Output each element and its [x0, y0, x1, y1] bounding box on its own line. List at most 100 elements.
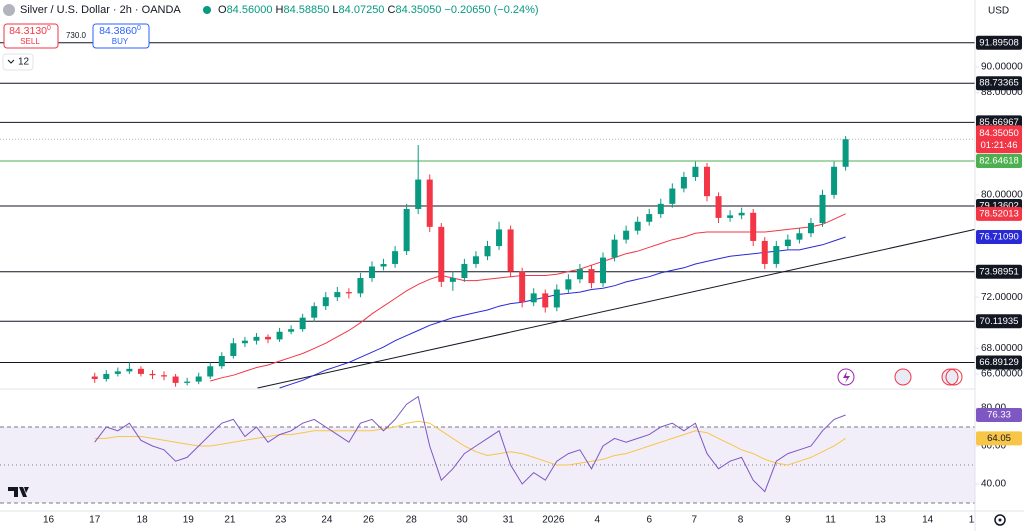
- candle-body: [126, 368, 133, 372]
- candle-body: [715, 196, 722, 218]
- ma-label: 76.71090: [979, 231, 1019, 242]
- tv-logo: [8, 487, 29, 497]
- buy-button[interactable]: 84.38600 BUY: [92, 23, 150, 49]
- candle-body: [703, 166, 710, 197]
- x-tick-label: 18: [137, 515, 149, 526]
- candle-body: [680, 176, 687, 189]
- indicator-line: [94, 395, 846, 493]
- y-tick-label: 66.00000: [981, 369, 1023, 380]
- candle-body: [253, 336, 260, 341]
- candle-body: [634, 221, 641, 231]
- indicator-value: 64.05: [987, 433, 1011, 444]
- candle-body: [461, 263, 468, 279]
- candle-body: [137, 368, 144, 374]
- x-tick-label: 23: [275, 515, 287, 526]
- sell-button[interactable]: 84.31300 SELL: [3, 23, 59, 49]
- level-label: 79.13602: [979, 200, 1019, 211]
- candle-body: [646, 214, 653, 222]
- x-tick-label: 6: [646, 515, 652, 526]
- axes: 66.00000 68.00000 72.00000 80.00000 88.00000…: [43, 35, 1023, 526]
- x-tick-label: 7: [692, 515, 698, 526]
- currency[interactable]: USD: [988, 6, 1009, 17]
- ma-label-box: [976, 229, 1022, 244]
- y-tick-label: 90.00000: [981, 62, 1023, 73]
- level-label: 88.73365: [979, 78, 1019, 89]
- candle-body: [484, 246, 491, 257]
- level-label-box: [976, 355, 1022, 370]
- x-tick-label: 31: [503, 515, 515, 526]
- indicators-toggle[interactable]: 12: [2, 53, 34, 71]
- settings[interactable]: [994, 514, 1006, 526]
- candle-body: [796, 233, 803, 240]
- x-tick-label: 30: [457, 515, 469, 526]
- symbol-icon: [3, 4, 15, 16]
- candle-body: [600, 257, 607, 284]
- x-tick-label: 28: [406, 515, 418, 526]
- level-label: 85.66967: [979, 117, 1019, 128]
- candle-body: [380, 263, 387, 267]
- candle-body: [449, 278, 456, 282]
- candle-body: [218, 356, 225, 367]
- x-tick-label: 8: [738, 515, 744, 526]
- candle-body: [357, 278, 364, 294]
- candle-body: [761, 240, 768, 264]
- indicator-value-box: [976, 431, 1022, 446]
- trend-line: [257, 228, 976, 389]
- candle-body: [611, 239, 618, 258]
- y-tick-label: 68.00000: [981, 343, 1023, 354]
- sell-price: 84.31300: [9, 25, 51, 37]
- candle-body: [426, 179, 433, 227]
- candle-body: [530, 293, 537, 303]
- moving-average: [279, 236, 846, 389]
- x-tick-label: 16: [43, 515, 55, 526]
- candle-body: [161, 375, 168, 377]
- last-price-box: [976, 125, 1022, 154]
- countdown: 01:21:46: [981, 140, 1018, 151]
- candle-body: [519, 271, 526, 303]
- candle-body: [784, 239, 791, 247]
- candle-body: [842, 139, 849, 167]
- x-tick-label: 11: [825, 515, 836, 526]
- candle-body: [507, 229, 514, 272]
- candle-body: [149, 373, 156, 376]
- x-tick-label: 4: [594, 515, 600, 526]
- candle-body: [184, 381, 191, 383]
- level-label-box: [976, 264, 1022, 279]
- candle-body: [311, 306, 318, 318]
- level-label-box: [976, 154, 1022, 169]
- candle-body: [403, 208, 410, 252]
- x-tick-label: 21: [224, 515, 236, 526]
- buy-label: BUY: [112, 37, 129, 46]
- candle-body: [831, 166, 838, 195]
- ohlc: O84.56000 H84.58850 L84.07250 C84.35050 …: [218, 4, 539, 16]
- header: Silver / U.S. Dollar · 2h · OANDA O84.56…: [2, 4, 1009, 71]
- x-tick-label: 14: [922, 515, 934, 526]
- candle-body: [496, 229, 503, 247]
- candle-body: [750, 212, 757, 241]
- event-glyph: [843, 371, 850, 383]
- y-tick-label: 72.00000: [981, 292, 1023, 303]
- event-icon[interactable]: [894, 368, 912, 386]
- candle-body: [553, 289, 560, 308]
- last-price-label: 84.35050: [979, 128, 1019, 139]
- candle-body: [565, 279, 572, 290]
- x-tick-label: 19: [183, 515, 195, 526]
- candle-body: [623, 230, 630, 240]
- candle-body: [588, 269, 595, 284]
- level-label-box: [976, 314, 1022, 329]
- candle-body: [542, 293, 549, 308]
- y-tick-label: 88.00000: [981, 87, 1023, 98]
- candle-body: [807, 223, 814, 234]
- candle-body: [299, 317, 306, 330]
- moving-average: [210, 213, 846, 382]
- event-icon[interactable]: [941, 368, 959, 386]
- candle-body: [368, 266, 375, 279]
- sell-label: SELL: [20, 37, 40, 46]
- indicator-value: 76.33: [987, 410, 1011, 421]
- y-tick-label: 80.00000: [981, 190, 1023, 201]
- spread: 730.0: [66, 31, 87, 40]
- x-tick-label: 9: [785, 515, 791, 526]
- level-label-box: [976, 35, 1022, 50]
- candle-body: [773, 246, 780, 264]
- candle-body: [334, 292, 341, 298]
